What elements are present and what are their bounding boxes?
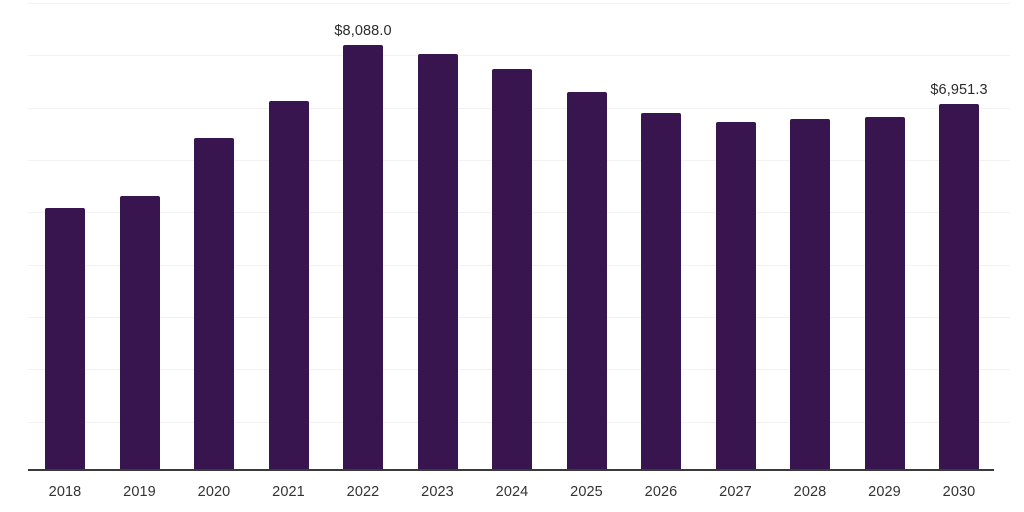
x-tick-label: 2024 xyxy=(495,484,529,500)
bar-group xyxy=(194,0,234,470)
bar-group xyxy=(641,0,681,470)
x-tick-label: 2029 xyxy=(868,484,901,500)
x-tick-label: 2018 xyxy=(48,484,82,500)
bar-value-label: $6,951.3 xyxy=(930,82,988,98)
gridline xyxy=(28,55,1010,56)
bar[interactable] xyxy=(790,119,830,470)
bar-group xyxy=(45,0,85,470)
bar-group xyxy=(864,0,905,470)
bar[interactable] xyxy=(492,69,532,470)
bar[interactable] xyxy=(45,208,85,470)
x-tick-label: 2025 xyxy=(570,484,603,500)
bar[interactable] xyxy=(268,101,309,470)
bar[interactable] xyxy=(641,113,681,470)
bar-group xyxy=(566,0,607,470)
bar[interactable] xyxy=(715,122,756,470)
bar-value-label: $8,088.0 xyxy=(334,23,392,39)
bar[interactable] xyxy=(939,104,979,470)
bar[interactable] xyxy=(343,45,383,470)
bar[interactable] xyxy=(566,92,607,470)
bar-group xyxy=(492,0,532,470)
bar-group xyxy=(119,0,160,470)
x-tick-label: 2030 xyxy=(942,484,976,500)
bar-group: $6,951.3 xyxy=(930,0,988,470)
bar-group xyxy=(790,0,830,470)
x-tick-label: 2023 xyxy=(421,484,454,500)
x-tick-label: 2027 xyxy=(719,484,752,500)
bar-group xyxy=(715,0,756,470)
bar[interactable] xyxy=(194,138,234,470)
bar-group xyxy=(268,0,309,470)
bar-group: $8,088.0 xyxy=(334,0,392,470)
x-tick-label: 2021 xyxy=(272,484,305,500)
x-tick-label: 2019 xyxy=(123,484,156,500)
bar[interactable] xyxy=(119,196,160,470)
x-tick-label: 2020 xyxy=(197,484,231,500)
x-axis-labels: 2018 2019 2020 2021 2022 2023 2024 2025 2026 2027… xyxy=(0,470,1024,512)
x-tick-label: 2028 xyxy=(793,484,827,500)
x-tick-label: 2026 xyxy=(644,484,678,500)
bar-group xyxy=(417,0,458,470)
x-axis-line xyxy=(28,469,994,471)
bar[interactable] xyxy=(864,117,905,470)
bars-layer: $8,088.0 $6,951.3 xyxy=(45,0,988,470)
bar[interactable] xyxy=(417,54,458,470)
x-tick-label: 2022 xyxy=(346,484,380,500)
gridline xyxy=(28,3,1010,4)
